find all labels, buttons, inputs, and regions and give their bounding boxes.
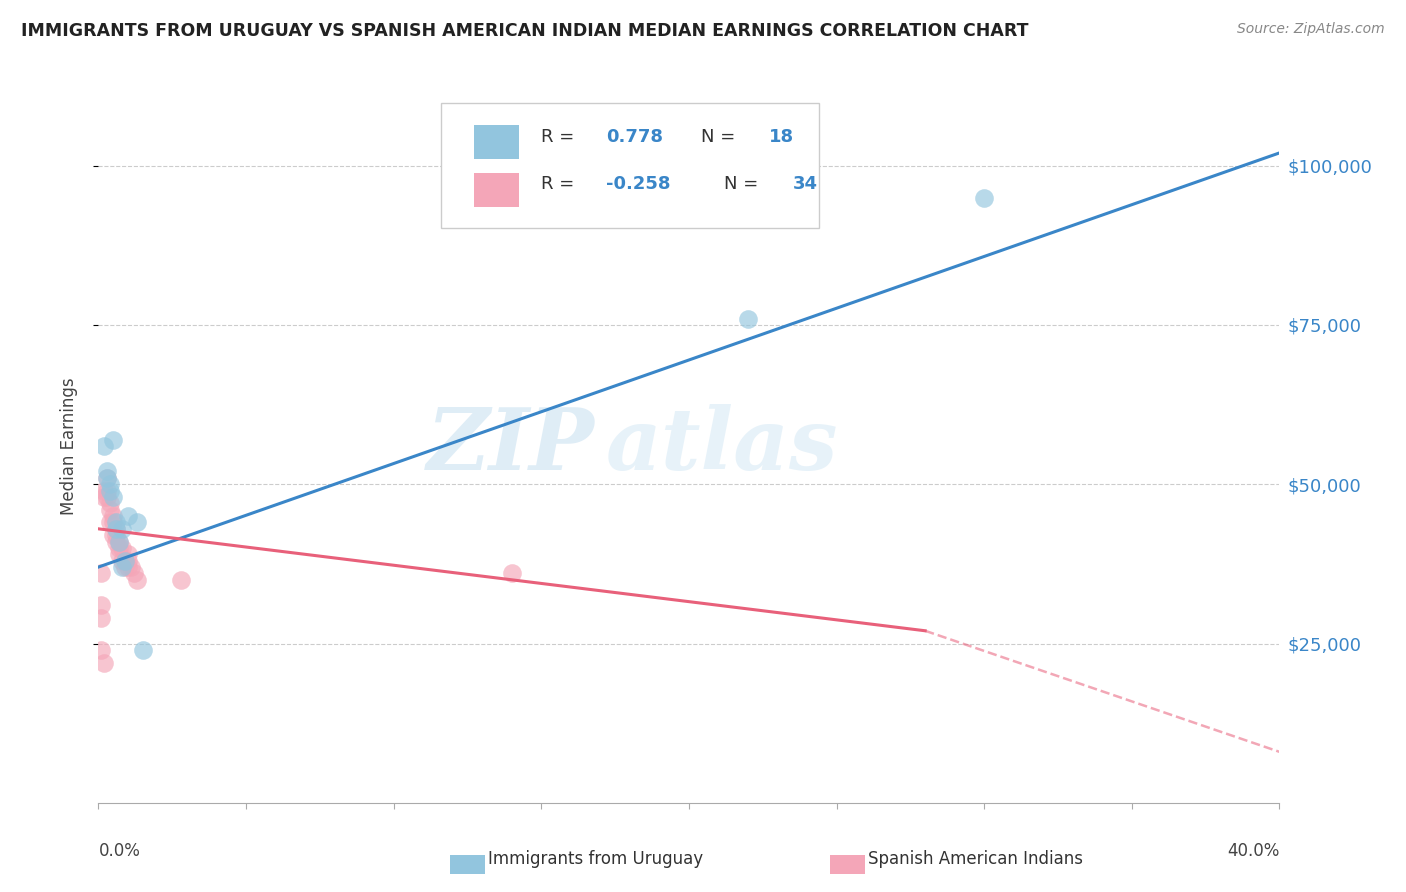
Point: [98, 516, 121, 530]
Point: [117, 560, 139, 574]
Text: N =: N =: [700, 128, 741, 146]
Y-axis label: Median Earnings: Median Earnings: [59, 377, 77, 515]
Point: [108, 534, 131, 549]
Point: [108, 547, 131, 561]
Point: [108, 534, 131, 549]
Point: [96, 490, 118, 504]
Point: [96, 483, 118, 498]
Point: [98, 477, 121, 491]
Point: [93, 490, 115, 504]
Point: [105, 522, 128, 536]
Point: [114, 554, 136, 568]
Point: [973, 190, 995, 204]
Point: [105, 516, 128, 530]
Text: atlas: atlas: [606, 404, 839, 488]
FancyBboxPatch shape: [474, 125, 519, 159]
Point: [103, 509, 125, 524]
Point: [117, 547, 139, 561]
Point: [90, 643, 112, 657]
Point: [108, 541, 131, 555]
Point: [737, 311, 759, 326]
FancyBboxPatch shape: [441, 103, 818, 228]
Point: [90, 611, 112, 625]
Point: [98, 502, 121, 516]
Point: [122, 566, 145, 581]
Text: 0.778: 0.778: [606, 128, 664, 146]
Point: [105, 522, 128, 536]
Point: [90, 599, 112, 613]
Text: R =: R =: [541, 128, 581, 146]
Point: [111, 560, 134, 574]
Point: [96, 471, 118, 485]
Point: [103, 528, 125, 542]
Text: 18: 18: [769, 128, 794, 146]
Text: 40.0%: 40.0%: [1227, 842, 1279, 860]
Point: [93, 483, 115, 498]
Point: [125, 516, 148, 530]
Point: [125, 573, 148, 587]
Text: ZIP: ZIP: [426, 404, 595, 488]
Point: [98, 483, 121, 498]
Point: [120, 560, 142, 574]
Text: IMMIGRANTS FROM URUGUAY VS SPANISH AMERICAN INDIAN MEDIAN EARNINGS CORRELATION C: IMMIGRANTS FROM URUGUAY VS SPANISH AMERI…: [21, 22, 1029, 40]
Point: [105, 534, 128, 549]
Text: N =: N =: [724, 175, 765, 193]
Point: [90, 566, 112, 581]
Text: Source: ZipAtlas.com: Source: ZipAtlas.com: [1237, 22, 1385, 37]
Text: R =: R =: [541, 175, 581, 193]
Point: [96, 471, 118, 485]
FancyBboxPatch shape: [474, 173, 519, 207]
Point: [103, 490, 125, 504]
Point: [93, 439, 115, 453]
Point: [98, 496, 121, 510]
Point: [111, 522, 134, 536]
Point: [117, 509, 139, 524]
Point: [93, 656, 115, 670]
Text: Immigrants from Uruguay: Immigrants from Uruguay: [488, 850, 703, 868]
Point: [103, 516, 125, 530]
Text: Spanish American Indians: Spanish American Indians: [868, 850, 1083, 868]
Text: 34: 34: [793, 175, 818, 193]
Point: [117, 554, 139, 568]
Point: [111, 541, 134, 555]
Point: [114, 560, 136, 574]
Point: [501, 566, 523, 581]
Point: [114, 554, 136, 568]
Point: [132, 643, 155, 657]
Text: 0.0%: 0.0%: [98, 842, 141, 860]
Point: [111, 554, 134, 568]
Text: -0.258: -0.258: [606, 175, 671, 193]
Point: [170, 573, 193, 587]
Point: [96, 465, 118, 479]
Point: [105, 528, 128, 542]
Point: [103, 433, 125, 447]
